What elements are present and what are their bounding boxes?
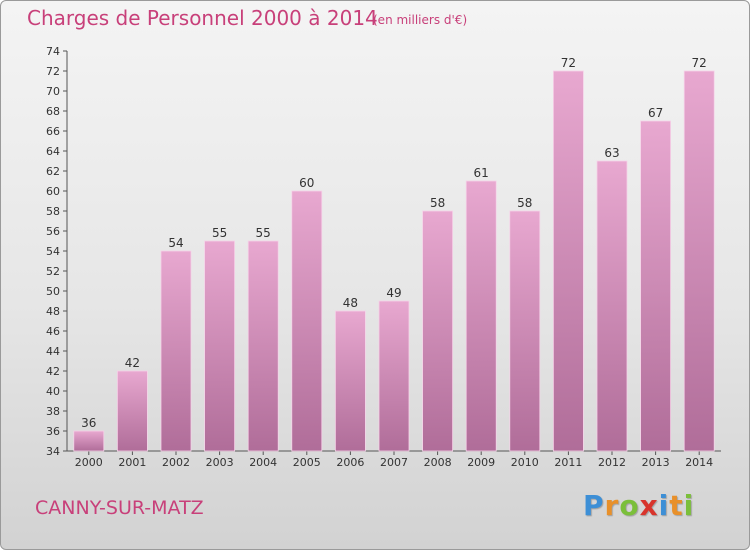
bar-value-label: 36	[81, 416, 96, 430]
bar-value-label: 72	[561, 56, 576, 70]
y-tick-label: 54	[46, 245, 60, 258]
y-tick-label: 38	[46, 405, 60, 418]
x-tick-label: 2010	[511, 456, 539, 469]
x-tick-label: 2004	[249, 456, 277, 469]
bar-2005	[291, 190, 323, 452]
y-tick-label: 34	[46, 445, 60, 458]
bar-value-label: 49	[386, 286, 401, 300]
x-tick-label: 2007	[380, 456, 408, 469]
bar-2007	[378, 300, 410, 452]
bar-2001	[117, 370, 148, 452]
y-tick-label: 46	[46, 325, 60, 338]
brand-letter: P	[583, 489, 605, 522]
commune-name: CANNY-SUR-MATZ	[35, 497, 204, 519]
y-tick-label: 70	[46, 85, 60, 98]
brand-letter: r	[604, 489, 620, 522]
brand-letter: t	[669, 489, 684, 522]
y-tick-label: 48	[46, 305, 60, 318]
y-tick-label: 60	[46, 185, 60, 198]
y-tick-label: 40	[46, 385, 60, 398]
bar-value-label: 42	[125, 356, 140, 370]
x-tick-label: 2003	[206, 456, 234, 469]
x-tick-label: 2002	[162, 456, 190, 469]
x-tick-label: 2014	[685, 456, 713, 469]
bar-2000	[73, 430, 105, 452]
y-tick-label: 74	[46, 45, 60, 58]
bars-group	[73, 70, 715, 452]
y-tick-label: 58	[46, 205, 60, 218]
bar-2010	[509, 210, 541, 452]
x-tick-label: 2006	[336, 456, 364, 469]
x-tick-label: 2009	[467, 456, 495, 469]
bar-value-label: 60	[299, 176, 314, 190]
y-tick-label: 62	[46, 165, 60, 178]
y-tick-label: 52	[46, 265, 60, 278]
y-tick-label: 66	[46, 125, 60, 138]
y-tick-label: 72	[46, 65, 60, 78]
bar-2011	[553, 70, 584, 452]
bar-2002	[160, 250, 192, 452]
bar-2013	[640, 120, 671, 452]
bar-2004	[247, 240, 279, 452]
x-tick-label: 2005	[293, 456, 321, 469]
x-tick-label: 2001	[118, 456, 146, 469]
brand-letter: i	[683, 489, 695, 522]
bar-value-label: 54	[168, 236, 183, 250]
bar-value-label: 72	[692, 56, 707, 70]
y-tick-label: 36	[46, 425, 60, 438]
bar-2008	[422, 210, 454, 452]
x-tick-label: 2000	[75, 456, 103, 469]
x-tick-label: 2011	[554, 456, 582, 469]
bar-2012	[596, 160, 628, 452]
brand-letter: x	[639, 489, 659, 522]
bar-value-label: 58	[430, 196, 445, 210]
bar-value-label: 67	[648, 106, 663, 120]
bar-value-label: 58	[517, 196, 532, 210]
brand-letter: o	[619, 489, 640, 522]
y-tick-label: 44	[46, 345, 60, 358]
bar-value-label: 55	[256, 226, 271, 240]
bar-2009	[465, 180, 497, 452]
bar-2003	[204, 240, 236, 452]
bar-value-label: 61	[474, 166, 489, 180]
brand-logo: Proxiti	[583, 489, 694, 522]
labels-group: 36 2000 42 2001 54 2002 55 2003 55 2004 60 2005 48 20…	[75, 56, 713, 469]
axes-group: 34 36 38 40 42 44 46 48 50 52 54 56 58 60 62 64 66 68 70 72…	[46, 45, 721, 458]
chart-subtitle: (en milliers d'€)	[373, 13, 468, 27]
x-tick-label: 2008	[424, 456, 452, 469]
y-tick-label: 64	[46, 145, 60, 158]
y-tick-label: 68	[46, 105, 60, 118]
y-tick-label: 50	[46, 285, 60, 298]
x-tick-label: 2013	[642, 456, 670, 469]
bar-2014	[683, 70, 715, 452]
bar-2006	[334, 310, 366, 452]
x-tick-label: 2012	[598, 456, 626, 469]
brand-letter: i	[658, 489, 670, 522]
bar-value-label: 48	[343, 296, 358, 310]
chart-title: Charges de Personnel 2000 à 2014	[27, 6, 378, 30]
y-tick-label: 42	[46, 365, 60, 378]
y-tick-label: 56	[46, 225, 60, 238]
bar-value-label: 63	[604, 146, 619, 160]
bar-value-label: 55	[212, 226, 227, 240]
